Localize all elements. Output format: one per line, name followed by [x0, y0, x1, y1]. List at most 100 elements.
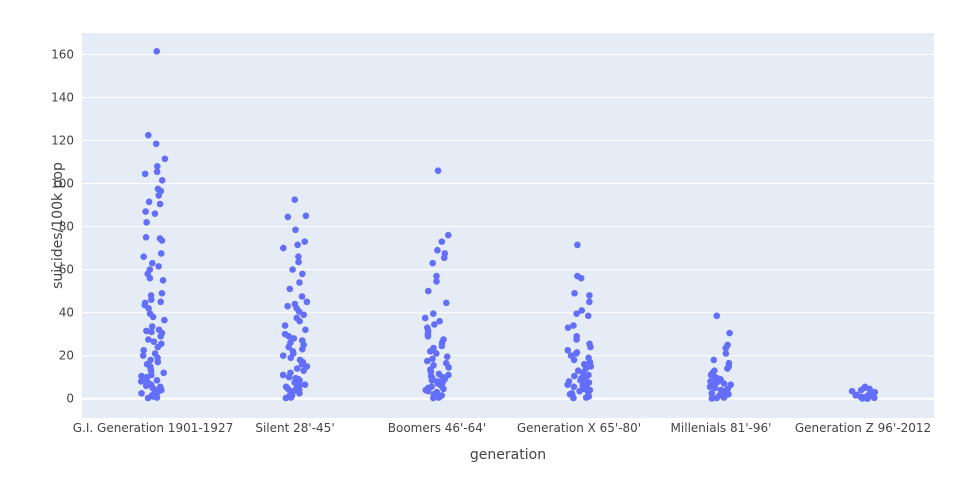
data-point[interactable] — [154, 163, 161, 170]
data-point[interactable] — [158, 237, 166, 244]
data-point[interactable] — [281, 322, 289, 329]
data-point[interactable] — [287, 394, 295, 401]
data-point[interactable] — [438, 342, 446, 350]
data-point[interactable] — [445, 371, 452, 379]
data-point[interactable] — [713, 394, 720, 402]
data-point[interactable] — [142, 234, 150, 241]
data-point[interactable] — [424, 332, 432, 340]
data-point[interactable] — [157, 332, 164, 340]
data-point[interactable] — [852, 392, 860, 399]
data-point[interactable] — [300, 367, 307, 374]
data-point[interactable] — [586, 298, 593, 306]
data-point[interactable] — [296, 279, 303, 286]
data-point[interactable] — [157, 250, 165, 257]
data-point[interactable] — [138, 389, 145, 397]
data-point[interactable] — [145, 305, 152, 312]
data-point[interactable] — [426, 348, 434, 355]
data-point[interactable] — [296, 317, 303, 325]
data-point[interactable] — [148, 328, 155, 336]
data-point[interactable] — [301, 381, 309, 388]
data-point[interactable] — [571, 289, 578, 297]
data-point[interactable] — [285, 373, 293, 381]
data-point[interactable] — [160, 369, 167, 377]
data-point[interactable] — [713, 312, 721, 320]
data-point[interactable] — [284, 213, 292, 221]
data-point[interactable] — [435, 394, 443, 401]
data-point[interactable] — [433, 350, 440, 357]
data-point[interactable] — [153, 47, 161, 55]
data-point[interactable] — [287, 354, 295, 362]
data-point[interactable] — [587, 343, 594, 351]
data-point[interactable] — [424, 387, 432, 395]
data-point[interactable] — [577, 274, 585, 282]
data-point[interactable] — [708, 389, 716, 397]
data-point[interactable] — [279, 352, 287, 359]
data-point[interactable] — [706, 383, 714, 391]
data-point[interactable] — [421, 314, 429, 322]
data-point[interactable] — [156, 200, 164, 208]
data-point[interactable] — [298, 293, 306, 300]
data-point[interactable] — [724, 365, 731, 372]
data-point[interactable] — [150, 338, 158, 345]
data-point[interactable] — [284, 302, 291, 310]
data-point[interactable] — [424, 287, 432, 295]
data-point[interactable] — [428, 377, 436, 384]
data-point[interactable] — [564, 324, 572, 331]
data-point[interactable] — [141, 170, 149, 178]
data-point[interactable] — [145, 131, 152, 139]
data-point[interactable] — [570, 356, 578, 364]
data-point[interactable] — [286, 285, 294, 293]
data-point[interactable] — [149, 313, 157, 321]
data-point[interactable] — [148, 323, 156, 330]
data-point[interactable] — [280, 244, 287, 252]
data-point[interactable] — [285, 332, 293, 340]
data-point[interactable] — [574, 241, 581, 249]
data-point[interactable] — [722, 344, 730, 352]
data-point[interactable] — [155, 192, 163, 199]
data-point[interactable] — [864, 395, 871, 402]
data-point[interactable] — [154, 343, 162, 351]
data-point[interactable] — [871, 394, 878, 402]
data-point[interactable] — [440, 385, 447, 393]
data-point[interactable] — [140, 346, 147, 354]
data-point[interactable] — [299, 345, 306, 353]
data-point[interactable] — [294, 241, 301, 249]
data-point[interactable] — [301, 238, 309, 245]
data-point[interactable] — [570, 394, 577, 402]
data-point[interactable] — [848, 387, 856, 395]
data-point[interactable] — [158, 289, 166, 297]
data-point[interactable] — [442, 299, 450, 307]
data-point[interactable] — [158, 177, 166, 184]
data-point[interactable] — [720, 380, 728, 387]
data-point[interactable] — [576, 387, 583, 395]
data-point[interactable] — [433, 272, 440, 280]
data-point[interactable] — [147, 296, 155, 304]
data-point[interactable] — [289, 266, 296, 273]
data-point[interactable] — [429, 355, 436, 363]
data-point[interactable] — [143, 327, 150, 335]
data-point[interactable] — [157, 298, 164, 306]
data-point[interactable] — [571, 372, 578, 380]
data-point[interactable] — [143, 218, 150, 226]
data-point[interactable] — [142, 382, 150, 390]
data-point[interactable] — [564, 346, 572, 354]
data-point[interactable] — [570, 383, 578, 391]
data-point[interactable] — [161, 316, 168, 324]
data-point[interactable] — [586, 292, 593, 299]
data-point[interactable] — [293, 365, 301, 372]
data-point[interactable] — [708, 395, 716, 402]
data-point[interactable] — [582, 394, 590, 401]
data-point[interactable] — [578, 307, 586, 314]
data-point[interactable] — [436, 317, 443, 325]
data-point[interactable] — [140, 253, 147, 260]
data-point[interactable] — [295, 253, 302, 260]
data-point[interactable] — [142, 208, 149, 215]
data-point[interactable] — [429, 259, 436, 267]
data-point[interactable] — [434, 246, 441, 254]
data-point[interactable] — [573, 310, 580, 317]
data-point[interactable] — [710, 356, 718, 364]
data-point[interactable] — [159, 277, 167, 284]
data-point[interactable] — [423, 357, 431, 365]
data-point[interactable] — [302, 212, 310, 220]
data-point[interactable] — [137, 378, 145, 385]
